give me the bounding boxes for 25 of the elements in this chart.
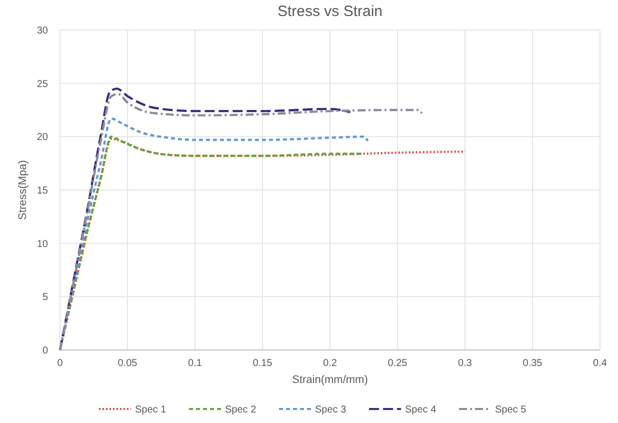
line-series [58, 92, 423, 352]
x-tick-label: 0 [57, 358, 64, 369]
x-tick-label: 0.2 [323, 358, 338, 369]
x-tick-label: 0.4 [593, 358, 608, 369]
legend-label: Spec 2 [225, 404, 257, 416]
y-tick-label: 20 [36, 132, 48, 144]
legend-label: Spec 4 [405, 404, 437, 416]
x-tick-label: 0.35 [522, 358, 543, 369]
legend-label: Spec 5 [495, 404, 527, 416]
x-tick-label: 0.15 [252, 358, 273, 369]
y-tick-label: 5 [42, 292, 48, 304]
y-tick-label: 15 [36, 186, 48, 196]
legend-label: Spec 3 [315, 404, 347, 416]
x-tick-label: 0.3 [458, 358, 472, 369]
y-tick-label: 25 [36, 78, 48, 90]
y-tick-label: 30 [36, 26, 48, 36]
y-tick-label: 10 [36, 238, 48, 250]
x-axis-title: Strain(mm/mm) [292, 374, 368, 386]
legend-label: Spec 1 [135, 404, 167, 416]
x-tick-label: 0.1 [188, 358, 202, 369]
chart-title: Stress vs Strain [277, 3, 383, 20]
x-tick-label: 0.25 [388, 358, 408, 369]
y-axis-title: Stress(Mpa) [17, 160, 29, 220]
x-tick-label: 0.05 [118, 358, 138, 369]
y-tick-label: 0 [42, 346, 48, 356]
